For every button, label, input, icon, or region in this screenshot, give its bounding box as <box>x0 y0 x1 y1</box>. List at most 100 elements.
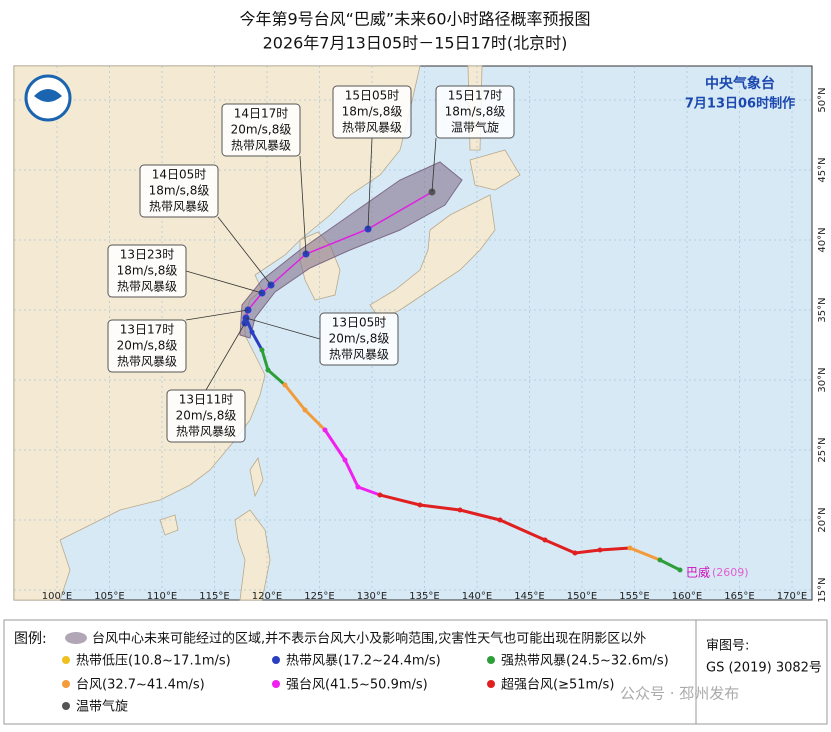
latitude-label: 15°N <box>817 577 828 602</box>
longitude-label: 125°E <box>304 591 334 602</box>
past-position <box>249 329 255 335</box>
legend-label: 热带风暴(17.2~24.4m/s) <box>286 654 441 669</box>
legend-label: 强热带风暴(24.5~32.6m/s) <box>501 654 669 669</box>
legend-heading: 图例: <box>14 631 47 647</box>
title: 今年第9号台风“巴威”未来60小时路径概率预报图 <box>239 10 590 29</box>
past-track-segment <box>250 331 264 351</box>
legend-label: 台风(32.7~41.4m/s) <box>76 678 205 693</box>
callout-category: 温带气旋 <box>451 120 499 135</box>
issued-time: 7月13日06时制作 <box>685 96 795 112</box>
legend-swatch <box>62 680 70 688</box>
legend-swatch <box>487 680 495 688</box>
past-track-segment <box>303 408 327 432</box>
past-position <box>572 550 578 556</box>
past-track-segment <box>499 518 546 542</box>
callout-category: 热带风暴级 <box>176 425 236 439</box>
past-position <box>377 492 383 498</box>
latitude-label: 35°N <box>817 297 828 322</box>
legend-label: 温带气旋 <box>76 699 128 715</box>
callout-time: 13日11时 <box>179 393 234 407</box>
callout-category: 热带风暴级 <box>329 348 389 362</box>
latitude-label: 45°N <box>817 157 828 182</box>
approval-number: GS (2019) 3082号 <box>706 661 822 676</box>
longitude-label: 135°E <box>409 591 439 602</box>
past-track-segment <box>357 485 381 497</box>
longitude-label: 115°E <box>199 591 229 602</box>
callout-wind: 18m/s,8级 <box>342 105 403 119</box>
callout-box <box>139 164 219 218</box>
callout-time: 14日17时 <box>234 107 289 121</box>
past-track-segment <box>599 546 631 552</box>
past-position <box>457 507 463 513</box>
past-position <box>265 367 271 373</box>
callout-box <box>107 319 187 373</box>
leader-line <box>185 309 249 321</box>
past-track-segment <box>260 349 270 371</box>
leader-line <box>245 317 321 340</box>
approval-label: 审图号: <box>706 639 749 654</box>
callout-category: 热带风暴级 <box>231 139 291 153</box>
longitude-label: 160°E <box>672 591 702 602</box>
past-track-segment <box>574 548 601 555</box>
callout-category: 热带风暴级 <box>149 200 209 214</box>
mainland <box>13 65 421 601</box>
legend-swatch <box>487 656 495 664</box>
longitude-label: 155°E <box>619 591 649 602</box>
past-position <box>355 484 361 490</box>
leader-line <box>205 322 246 391</box>
leader-line <box>431 137 437 193</box>
callout-wind: 20m/s,8级 <box>231 123 292 137</box>
legend: 图例: 台风中心未来可能经过的区域,并不表示台风大小及影响范围,灾害性天气也可能… <box>3 619 828 725</box>
callout-time: 15日05时 <box>345 89 400 103</box>
past-position <box>302 407 308 413</box>
legend-swatch <box>62 702 70 710</box>
past-position <box>497 517 503 523</box>
longitude-label: 120°E <box>252 591 282 602</box>
past-position <box>627 545 633 551</box>
subtitle: 2026年7月13日05时－15日17时(北京时) <box>263 34 568 53</box>
legend-area-text: 台风中心未来可能经过的区域,并不表示台风大小及影响范围,灾害性天气也可能出现在阴… <box>92 631 646 647</box>
leader-line <box>299 155 307 255</box>
past-position <box>417 502 423 508</box>
callout-time: 15日17时 <box>448 89 503 103</box>
past-track-segment <box>323 429 347 461</box>
latitude-label: 40°N <box>817 227 828 252</box>
logo-mark <box>34 89 62 102</box>
callout-category: 热带风暴级 <box>117 355 177 369</box>
longitude-label: 145°E <box>514 591 544 602</box>
storm-name: 巴威 <box>686 566 710 580</box>
latitude-label: 20°N <box>817 507 828 532</box>
past-track-segment <box>629 546 661 562</box>
latitude-label: 30°N <box>817 367 828 392</box>
past-position <box>542 537 548 543</box>
legend-box <box>3 619 828 725</box>
latitude-label: 50°N <box>817 87 828 112</box>
leader-line <box>367 137 373 230</box>
callout-wind: 18m/s,8级 <box>149 184 210 198</box>
past-track-segment <box>343 459 360 488</box>
longitude-label: 150°E <box>567 591 597 602</box>
longitude-label: 110°E <box>147 591 177 602</box>
legend-label: 热带低压(10.8~17.1m/s) <box>76 654 231 669</box>
land <box>13 65 521 601</box>
past-position <box>657 557 663 563</box>
longitude-label: 105°E <box>94 591 124 602</box>
callout-category: 热带风暴级 <box>117 280 177 294</box>
past-position <box>342 457 348 463</box>
watermark: 公众号 · 邳州发布 <box>620 685 739 703</box>
track <box>241 188 683 573</box>
callout-wind: 18m/s,8级 <box>117 264 178 278</box>
callout-box <box>107 244 187 298</box>
storm-code: (2609) <box>712 566 749 579</box>
callout-time: 14日05时 <box>152 168 207 182</box>
leader-line <box>185 270 263 294</box>
callout-time: 13日17时 <box>120 323 175 337</box>
callout-wind: 20m/s,8级 <box>117 339 178 353</box>
past-position <box>282 382 288 388</box>
past-track-segment <box>267 368 286 387</box>
past-track-segment <box>283 384 307 411</box>
past-position <box>322 427 328 433</box>
callout-time: 13日23时 <box>120 248 175 262</box>
callout-wind: 20m/s,8级 <box>176 409 237 423</box>
